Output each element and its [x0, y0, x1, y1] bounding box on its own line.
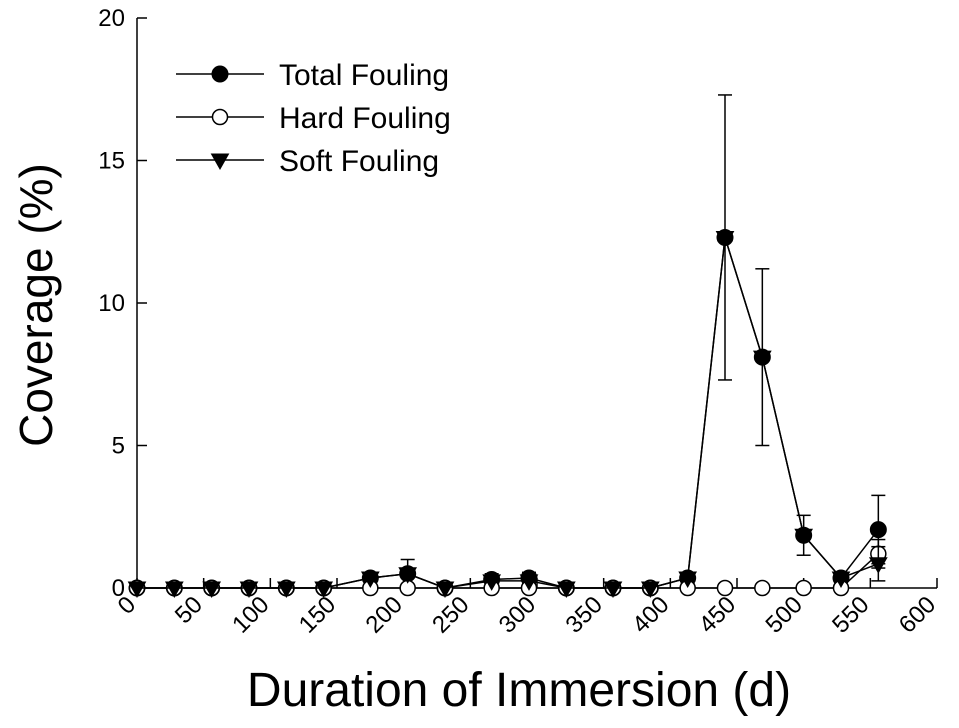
- data-point-soft-fouling: [435, 581, 455, 599]
- y-tick-label-4: 20: [98, 5, 125, 32]
- y-tick-label-1: 5: [112, 433, 125, 460]
- legend-entry-total-fouling: Total Fouling: [176, 59, 449, 92]
- legend-label: Hard Fouling: [279, 102, 451, 135]
- x-tick-label-8: 400: [627, 591, 674, 638]
- x-tick-label-6: 300: [494, 591, 541, 638]
- x-tick-label-11: 550: [827, 591, 874, 638]
- x-tick-label-2: 100: [227, 591, 274, 638]
- data-point-soft-fouling: [314, 581, 334, 599]
- data-point-soft-fouling: [640, 581, 660, 599]
- data-point-soft-fouling: [678, 571, 698, 589]
- data-point-soft-fouling: [164, 581, 184, 599]
- y-tick-label-3: 15: [98, 148, 125, 175]
- data-point-soft-fouling: [398, 567, 418, 584]
- series-line-total-fouling: [137, 237, 879, 589]
- x-tick-label-3: 150: [294, 591, 341, 638]
- data-point-soft-fouling: [202, 581, 222, 599]
- data-point-soft-fouling: [794, 528, 814, 546]
- legend-marker: [211, 65, 229, 83]
- legend-marker: [211, 108, 229, 126]
- data-point-soft-fouling: [127, 581, 147, 599]
- series-total-fouling: [128, 94, 887, 597]
- x-axis-title: Duration of Immersion (d): [247, 664, 791, 717]
- legend-label: Total Fouling: [279, 59, 449, 92]
- data-point-hard-fouling: [795, 579, 812, 597]
- x-tick-label-9: 450: [694, 591, 741, 638]
- data-point-soft-fouling: [482, 574, 502, 591]
- data-point-soft-fouling: [360, 571, 380, 589]
- data-point-soft-fouling: [276, 581, 296, 599]
- data-point-total-fouling: [869, 521, 887, 539]
- y-tick-label-0: 0: [112, 575, 125, 602]
- data-point-soft-fouling: [239, 581, 259, 599]
- data-point-soft-fouling: [831, 571, 851, 589]
- series-layer: [127, 94, 888, 599]
- y-axis-title: Coverage (%): [10, 163, 62, 447]
- data-point-soft-fouling: [519, 574, 539, 591]
- data-point-hard-fouling: [716, 579, 734, 597]
- x-tick-label-12: 600: [894, 591, 941, 638]
- x-tick-label-7: 350: [561, 591, 608, 638]
- y-tick-label-2: 10: [98, 290, 125, 317]
- legend-label: Soft Fouling: [279, 145, 439, 178]
- data-point-soft-fouling: [603, 581, 623, 599]
- data-point-soft-fouling: [556, 581, 576, 599]
- axis-frame: [136, 18, 937, 589]
- data-point-soft-fouling: [715, 230, 735, 248]
- data-point-soft-fouling: [868, 557, 888, 574]
- data-point-hard-fouling: [754, 579, 771, 597]
- legend-entry-hard-fouling: Hard Fouling: [176, 102, 451, 135]
- x-tick-label-1: 50: [170, 591, 208, 629]
- x-tick-label-5: 250: [427, 591, 474, 638]
- legend: Total Fouling Hard Fouling Soft Fouling: [176, 59, 451, 178]
- series-line-soft-fouling: [137, 237, 879, 589]
- x-tick-label-4: 200: [361, 591, 408, 638]
- series-soft-fouling: [127, 230, 888, 599]
- x-tick-label-10: 500: [761, 591, 808, 638]
- legend-entry-soft-fouling: Soft Fouling: [176, 145, 439, 178]
- data-point-soft-fouling: [752, 350, 772, 368]
- legend-marker: [210, 153, 230, 171]
